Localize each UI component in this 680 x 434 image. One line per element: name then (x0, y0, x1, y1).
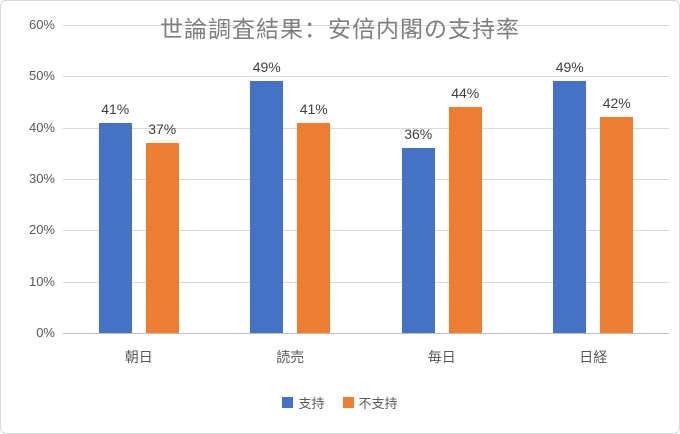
x-axis-label-毎日: 毎日 (427, 349, 456, 365)
gridline (63, 281, 669, 283)
data-label-不支持-朝日: 37% (148, 121, 177, 138)
gridline (63, 127, 669, 129)
y-axis-tick-label: 20% (28, 222, 55, 238)
y-axis-tick-label: 0% (36, 325, 55, 340)
bar-不支持-日経 (600, 117, 634, 333)
gridline (63, 25, 669, 26)
y-axis-tick-label: 50% (28, 68, 55, 84)
data-label-不支持-毎日: 44% (451, 85, 480, 102)
legend-label: 支持 (298, 396, 325, 411)
legend-item-不支持: 不支持 (342, 393, 398, 412)
x-axis-label-読売: 読売 (276, 349, 305, 365)
legend-item-支持: 支持 (282, 393, 325, 412)
bar-支持-朝日 (98, 122, 132, 333)
data-label-支持-日経: 49% (555, 59, 584, 76)
bar-支持-読売 (250, 81, 284, 333)
bar-支持-日経 (553, 81, 587, 333)
gridline (63, 76, 669, 78)
bar-不支持-読売 (297, 122, 331, 333)
data-label-支持-毎日: 36% (404, 126, 433, 143)
legend-swatch-icon (282, 397, 294, 408)
gridline (63, 230, 669, 232)
bar-不支持-朝日 (145, 143, 179, 333)
chart-title: 世論調査結果：安倍内閣の支持率 (160, 16, 520, 42)
bar-不支持-毎日 (448, 107, 482, 333)
legend-label: 不支持 (358, 396, 398, 411)
y-axis-tick-label: 10% (28, 273, 55, 289)
legend-swatch-icon (342, 397, 354, 408)
y-axis-tick-label: 60% (28, 17, 55, 32)
legend: 支持 不支持 (1, 393, 679, 412)
data-label-支持-朝日: 41% (101, 100, 130, 117)
data-label-不支持-読売: 41% (299, 100, 328, 117)
x-axis-line (63, 333, 669, 334)
x-axis-label-朝日: 朝日 (124, 349, 153, 365)
bar-支持-毎日 (401, 148, 435, 333)
data-label-不支持-日経: 42% (602, 95, 631, 112)
data-label-支持-読売: 49% (252, 59, 281, 76)
x-axis-label-日経: 日経 (579, 349, 608, 365)
y-axis-tick-label: 30% (28, 171, 55, 186)
y-axis-tick-label: 40% (28, 119, 55, 135)
gridline (63, 179, 669, 180)
